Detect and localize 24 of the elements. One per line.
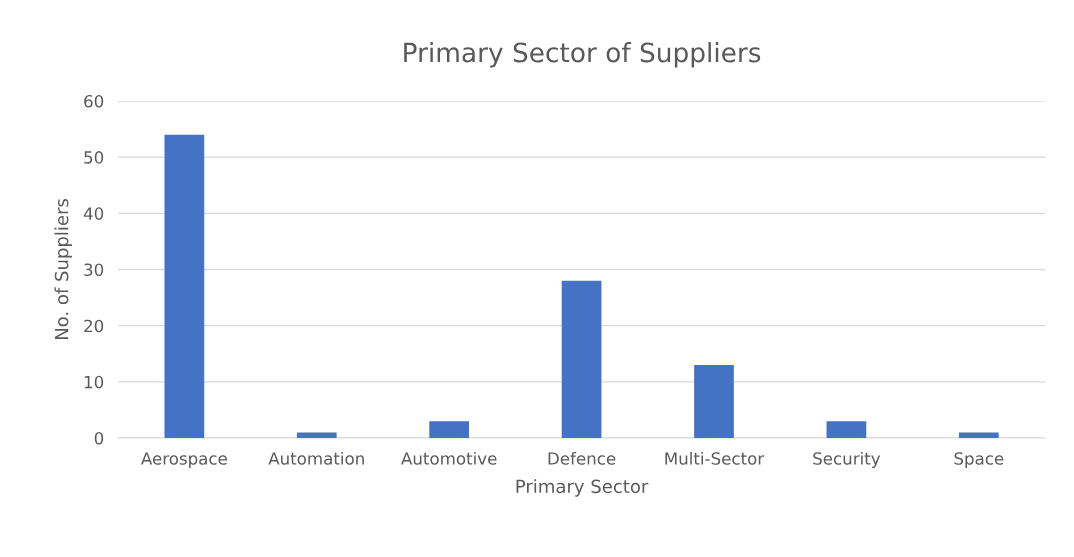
x-tick-label: Automation: [268, 451, 364, 465]
x-axis-title: Primary Sector: [516, 479, 649, 497]
x-tick-label: Multi-Sector: [665, 451, 765, 465]
y-axis-title: No. of Suppliers: [54, 199, 72, 340]
y-tick-label: 60: [84, 94, 104, 108]
y-tick-label: 10: [84, 375, 104, 389]
y-tick-label: 30: [84, 263, 104, 277]
y-tick-label: 0: [94, 431, 104, 445]
x-tick-label: Aerospace: [141, 452, 227, 469]
bar: [694, 365, 734, 439]
bar: [958, 432, 999, 439]
x-tick-label: Space: [954, 452, 1004, 469]
bar: [561, 280, 602, 439]
x-tick-label: Defence: [548, 451, 616, 465]
y-tick-label: 40: [83, 207, 104, 220]
bar: [164, 134, 205, 439]
x-tick-label: Automotive: [401, 451, 497, 465]
chart-title: Primary Sector of Suppliers: [404, 42, 761, 68]
x-tick-label: Security: [813, 451, 881, 469]
y-tick-label: 20: [84, 319, 104, 333]
bar: [429, 421, 470, 439]
bar: [296, 432, 337, 439]
bar: [826, 421, 867, 439]
y-tick-label: 50: [84, 151, 104, 164]
